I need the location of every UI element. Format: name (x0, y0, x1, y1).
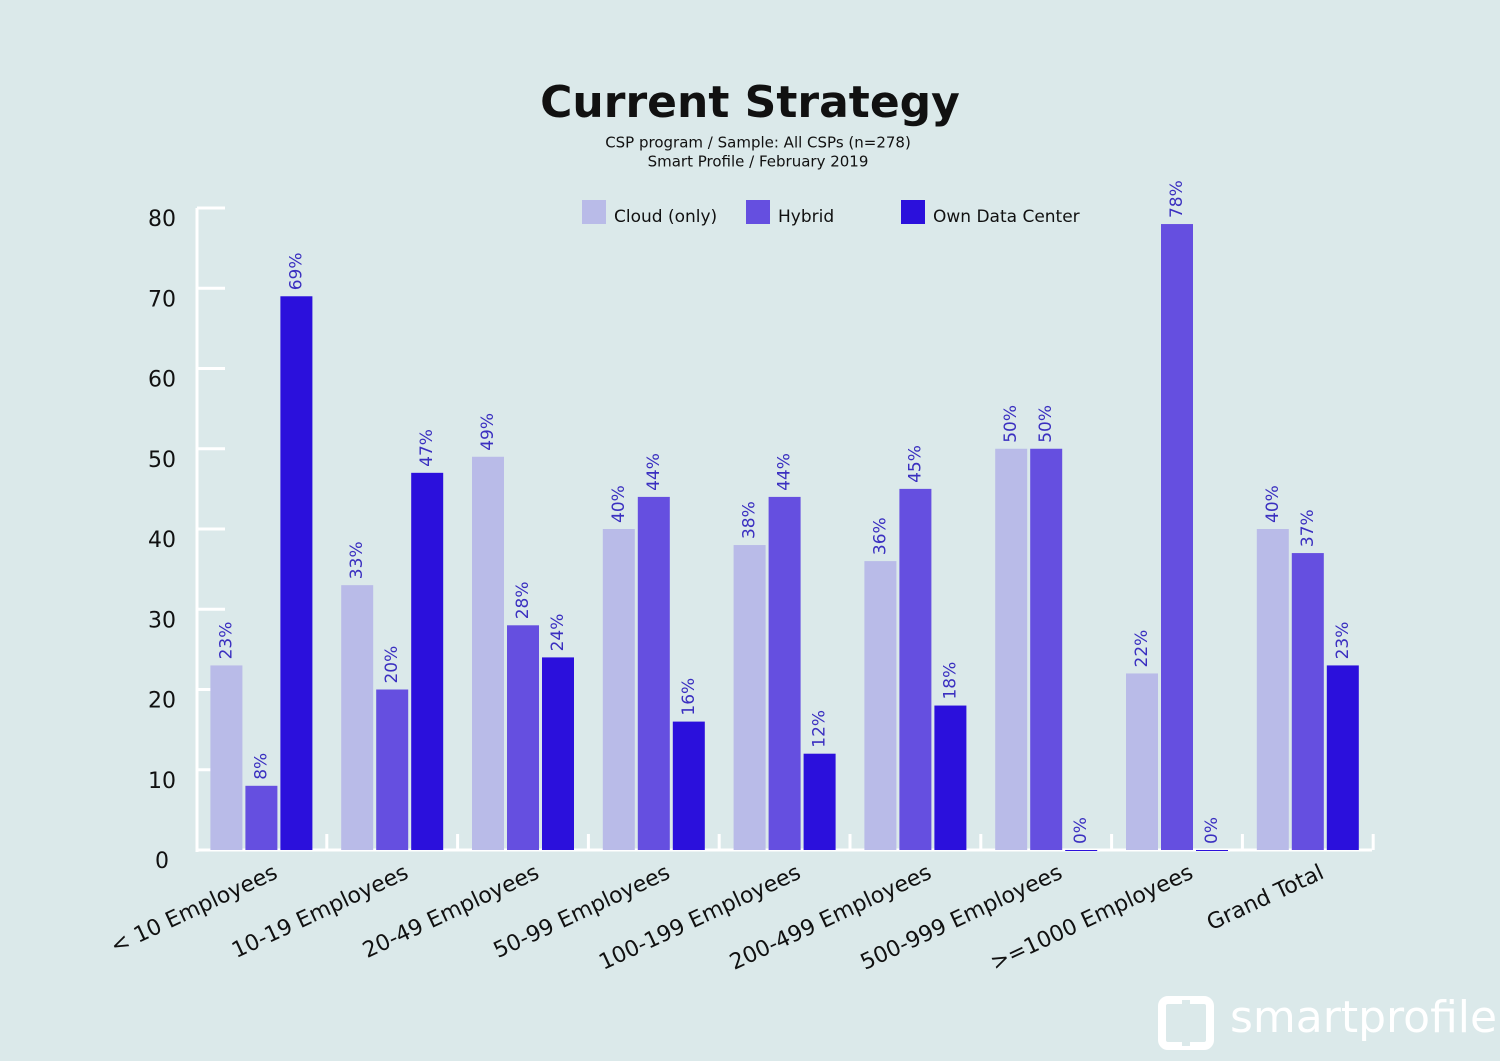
value-label: 23% (216, 622, 236, 660)
y-tick-label: 70 (148, 287, 176, 312)
y-tick-label: 60 (148, 368, 176, 393)
bar (1126, 673, 1158, 850)
y-tick-label: 20 (148, 689, 176, 714)
bar (472, 456, 504, 850)
value-label: 18% (940, 662, 960, 700)
legend-label: Own Data Center (933, 207, 1080, 227)
bar (864, 561, 897, 850)
value-label: 38% (740, 501, 760, 539)
subtitle: CSP program / Sample: All CSPs (n=278) (605, 134, 911, 152)
bar (768, 496, 801, 850)
logo-text: smartprofile (1230, 992, 1497, 1043)
bar (341, 585, 374, 850)
bar (602, 529, 635, 850)
value-label: 44% (644, 453, 664, 491)
subtitle: Smart Profile / February 2019 (648, 153, 869, 171)
bar (376, 689, 409, 850)
bar (210, 665, 243, 850)
bar (934, 705, 967, 850)
value-label: 69% (286, 252, 306, 290)
value-label: 22% (1132, 630, 1152, 668)
value-label: 50% (1001, 405, 1021, 443)
y-tick-label: 30 (148, 608, 176, 633)
bar (1326, 665, 1359, 850)
legend-label: Cloud (only) (614, 207, 717, 227)
bar (1196, 850, 1228, 851)
value-label: 16% (679, 678, 699, 716)
bar (542, 657, 574, 850)
bar (507, 625, 539, 850)
value-label: 28% (513, 582, 533, 620)
value-label: 47% (417, 429, 437, 467)
chart-title: Current Strategy (540, 77, 960, 128)
bar (1030, 448, 1063, 850)
bar (1065, 850, 1098, 851)
value-label: 50% (1036, 405, 1056, 443)
value-label: 78% (1167, 180, 1187, 218)
value-label: 33% (347, 541, 367, 579)
bar (280, 296, 313, 850)
bar (245, 785, 278, 850)
value-label: 8% (251, 753, 271, 780)
value-label: 23% (1333, 622, 1353, 660)
value-label: 12% (810, 710, 830, 748)
value-label: 36% (870, 517, 890, 555)
value-label: 44% (775, 453, 795, 491)
legend-label: Hybrid (778, 207, 834, 227)
legend-swatch (901, 200, 925, 224)
value-label: 20% (382, 646, 402, 684)
value-label: 40% (609, 485, 629, 523)
value-label: 0% (1202, 817, 1222, 844)
bar (733, 545, 766, 850)
y-tick-label: 10 (148, 769, 176, 794)
value-label: 24% (548, 614, 568, 652)
y-tick-label: 40 (148, 528, 176, 553)
y-tick-label: 80 (148, 207, 176, 232)
bar (1291, 553, 1324, 850)
logo-icon (1158, 996, 1214, 1050)
bar (1256, 529, 1289, 850)
value-label: 40% (1263, 485, 1283, 523)
y-tick-label: 0 (155, 849, 169, 874)
bar (672, 721, 705, 850)
bar (803, 753, 836, 850)
legend-swatch (746, 200, 770, 224)
y-tick-label: 50 (148, 448, 176, 473)
bar (995, 448, 1028, 850)
value-label: 45% (905, 445, 925, 483)
bar (1161, 224, 1193, 851)
bar (899, 488, 932, 850)
value-label: 37% (1298, 509, 1318, 547)
value-label: 49% (478, 413, 498, 451)
bar (411, 472, 444, 850)
legend-swatch (582, 200, 606, 224)
value-label: 0% (1071, 817, 1091, 844)
bar (637, 496, 670, 850)
